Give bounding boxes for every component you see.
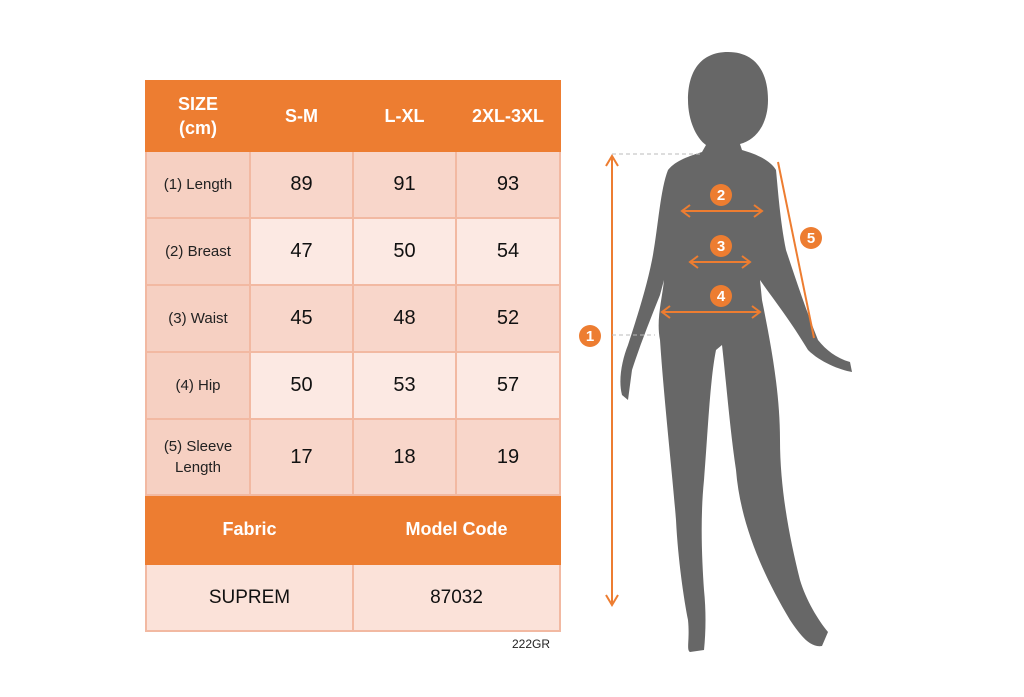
silhouette-icon bbox=[620, 52, 852, 652]
cell: 50 bbox=[249, 351, 354, 420]
marker-3 bbox=[710, 235, 732, 257]
cell: 18 bbox=[352, 418, 457, 496]
footer-header-row: Fabric Model Code bbox=[145, 494, 561, 565]
table-row: (5) Sleeve Length 17 18 19 bbox=[145, 418, 561, 496]
cell: 45 bbox=[249, 284, 354, 353]
cell: 57 bbox=[455, 351, 561, 420]
model-code-header: Model Code bbox=[352, 494, 561, 565]
cell: 19 bbox=[455, 418, 561, 496]
row-label: (2) Breast bbox=[145, 217, 251, 286]
footer-row: SUPREM 87032 bbox=[145, 563, 561, 632]
cell: 17 bbox=[249, 418, 354, 496]
marker-5-label: 5 bbox=[807, 230, 815, 247]
table-row: (2) Breast 47 50 54 bbox=[145, 217, 561, 286]
table-row: (4) Hip 50 53 57 bbox=[145, 351, 561, 420]
marker-4-label: 4 bbox=[717, 288, 726, 305]
marker-2-label: 2 bbox=[717, 187, 725, 204]
header-l-xl: L-XL bbox=[352, 80, 457, 152]
body-measurement-figure: 1 2 3 4 5 bbox=[579, 52, 852, 652]
model-code-value: 87032 bbox=[352, 563, 561, 632]
marker-1 bbox=[579, 325, 601, 347]
marker-2 bbox=[710, 184, 732, 206]
cell: 52 bbox=[455, 284, 561, 353]
row-label: (3) Waist bbox=[145, 284, 251, 353]
row-label: (4) Hip bbox=[145, 351, 251, 420]
marker-4 bbox=[710, 285, 732, 307]
marker-5 bbox=[800, 227, 822, 249]
product-code: 222GR bbox=[512, 637, 551, 651]
header-row: SIZE (cm) S-M L-XL 2XL-3XL bbox=[145, 80, 561, 152]
sleeve-arrow bbox=[777, 161, 815, 339]
cell: 54 bbox=[455, 217, 561, 286]
marker-1-label: 1 bbox=[586, 328, 594, 345]
cell: 50 bbox=[352, 217, 457, 286]
cell: 89 bbox=[249, 150, 354, 219]
header-s-m: S-M bbox=[249, 80, 354, 152]
marker-3-label: 3 bbox=[717, 238, 725, 255]
cell: 93 bbox=[455, 150, 561, 219]
cell: 48 bbox=[352, 284, 457, 353]
row-label: (1) Length bbox=[145, 150, 251, 219]
header-size: SIZE (cm) bbox=[145, 80, 251, 152]
cell: 53 bbox=[352, 351, 457, 420]
row-label: (5) Sleeve Length bbox=[145, 418, 251, 496]
cell: 47 bbox=[249, 217, 354, 286]
header-2xl-3xl: 2XL-3XL bbox=[455, 80, 561, 152]
cell: 91 bbox=[352, 150, 457, 219]
fabric-value: SUPREM bbox=[145, 563, 354, 632]
table-row: (1) Length 89 91 93 bbox=[145, 150, 561, 219]
table-row: (3) Waist 45 48 52 bbox=[145, 284, 561, 353]
fabric-header: Fabric bbox=[145, 494, 354, 565]
size-chart-table: SIZE (cm) S-M L-XL 2XL-3XL (1) Length 89… bbox=[145, 80, 561, 632]
